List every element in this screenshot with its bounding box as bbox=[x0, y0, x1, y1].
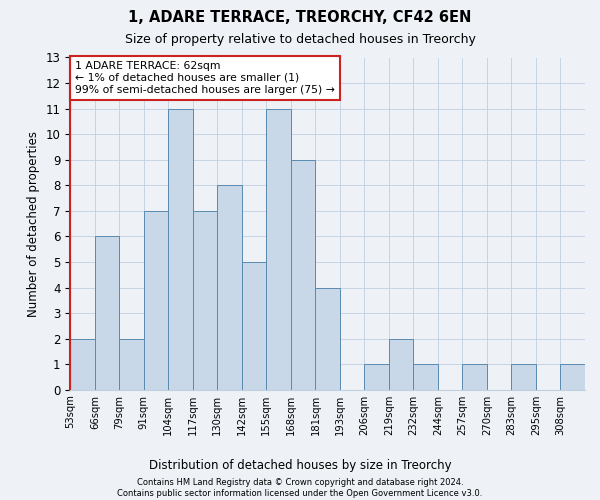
Text: Distribution of detached houses by size in Treorchy: Distribution of detached houses by size … bbox=[149, 460, 451, 472]
Bar bbox=[70, 338, 95, 390]
Y-axis label: Number of detached properties: Number of detached properties bbox=[27, 130, 40, 316]
Bar bbox=[266, 108, 291, 390]
Bar bbox=[389, 338, 413, 390]
Bar bbox=[463, 364, 487, 390]
Bar bbox=[119, 338, 144, 390]
Bar bbox=[511, 364, 536, 390]
Text: 1 ADARE TERRACE: 62sqm
← 1% of detached houses are smaller (1)
99% of semi-detac: 1 ADARE TERRACE: 62sqm ← 1% of detached … bbox=[75, 62, 335, 94]
Text: 1, ADARE TERRACE, TREORCHY, CF42 6EN: 1, ADARE TERRACE, TREORCHY, CF42 6EN bbox=[128, 10, 472, 25]
Bar bbox=[95, 236, 119, 390]
Bar bbox=[169, 108, 193, 390]
Bar bbox=[144, 211, 169, 390]
Bar bbox=[217, 186, 242, 390]
Bar bbox=[193, 211, 217, 390]
Text: Contains HM Land Registry data © Crown copyright and database right 2024.
Contai: Contains HM Land Registry data © Crown c… bbox=[118, 478, 482, 498]
Bar bbox=[291, 160, 316, 390]
Bar bbox=[413, 364, 438, 390]
Bar bbox=[560, 364, 585, 390]
Text: Size of property relative to detached houses in Treorchy: Size of property relative to detached ho… bbox=[125, 32, 475, 46]
Bar bbox=[242, 262, 266, 390]
Bar bbox=[364, 364, 389, 390]
Bar bbox=[316, 288, 340, 390]
